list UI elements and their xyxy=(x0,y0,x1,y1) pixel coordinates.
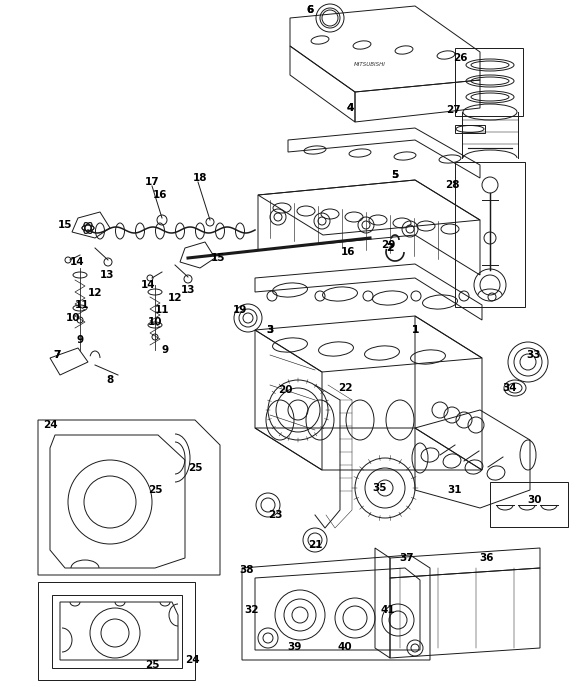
Text: 3: 3 xyxy=(266,325,274,335)
Text: 14: 14 xyxy=(70,257,84,267)
Text: 7: 7 xyxy=(53,350,60,360)
Text: 2: 2 xyxy=(386,243,393,253)
Text: 26: 26 xyxy=(453,53,467,63)
Text: 16: 16 xyxy=(153,190,167,200)
Text: 33: 33 xyxy=(527,350,541,360)
Bar xyxy=(455,48,523,116)
Text: 37: 37 xyxy=(400,553,414,563)
Text: 14: 14 xyxy=(141,280,155,290)
Text: 5: 5 xyxy=(392,170,399,180)
Text: 8: 8 xyxy=(106,375,114,385)
Text: 34: 34 xyxy=(503,383,517,393)
Text: 41: 41 xyxy=(381,605,395,615)
Text: 7: 7 xyxy=(53,350,60,360)
Text: 25: 25 xyxy=(148,485,162,495)
Text: 38: 38 xyxy=(240,565,254,575)
Text: 19: 19 xyxy=(233,305,247,315)
Text: 36: 36 xyxy=(480,553,494,563)
Text: 6: 6 xyxy=(306,5,314,15)
Text: 11: 11 xyxy=(75,300,89,310)
Text: 27: 27 xyxy=(446,105,460,115)
Text: 17: 17 xyxy=(145,177,159,187)
Text: 10: 10 xyxy=(148,317,162,327)
Text: 9: 9 xyxy=(77,335,84,345)
Text: 4: 4 xyxy=(346,103,354,113)
Text: 20: 20 xyxy=(278,385,292,395)
Text: 1: 1 xyxy=(411,325,419,335)
Text: 24: 24 xyxy=(42,420,58,430)
Text: 16: 16 xyxy=(340,247,355,257)
Text: 28: 28 xyxy=(444,180,459,190)
Text: 25: 25 xyxy=(145,660,159,670)
Text: 9: 9 xyxy=(162,345,168,355)
Text: 11: 11 xyxy=(155,305,169,315)
Bar xyxy=(455,125,485,133)
Text: 29: 29 xyxy=(381,240,395,250)
Text: 13: 13 xyxy=(100,270,114,280)
Text: 21: 21 xyxy=(308,540,322,550)
Text: 15: 15 xyxy=(211,253,225,263)
Text: 39: 39 xyxy=(288,642,302,652)
Text: 40: 40 xyxy=(338,642,352,652)
Text: 24: 24 xyxy=(185,655,199,665)
Text: 1: 1 xyxy=(411,325,419,335)
Text: 31: 31 xyxy=(448,485,462,495)
Bar xyxy=(490,482,568,527)
Text: 5: 5 xyxy=(392,170,399,180)
Text: 13: 13 xyxy=(181,285,195,295)
Text: 22: 22 xyxy=(338,383,352,393)
Text: 10: 10 xyxy=(66,313,80,323)
Text: 3: 3 xyxy=(266,325,274,335)
Text: 6: 6 xyxy=(306,5,314,15)
Text: 2: 2 xyxy=(386,243,393,253)
Text: 18: 18 xyxy=(193,173,207,183)
Text: 32: 32 xyxy=(245,605,259,615)
Text: 12: 12 xyxy=(168,293,182,303)
Text: 35: 35 xyxy=(373,483,388,493)
Text: 30: 30 xyxy=(528,495,542,505)
Text: 15: 15 xyxy=(58,220,72,230)
Text: 12: 12 xyxy=(88,288,102,298)
Text: 25: 25 xyxy=(188,463,202,473)
Bar xyxy=(455,162,525,307)
Text: 4: 4 xyxy=(346,103,354,113)
Text: 23: 23 xyxy=(268,510,282,520)
Text: MITSUBISHI: MITSUBISHI xyxy=(354,62,386,68)
